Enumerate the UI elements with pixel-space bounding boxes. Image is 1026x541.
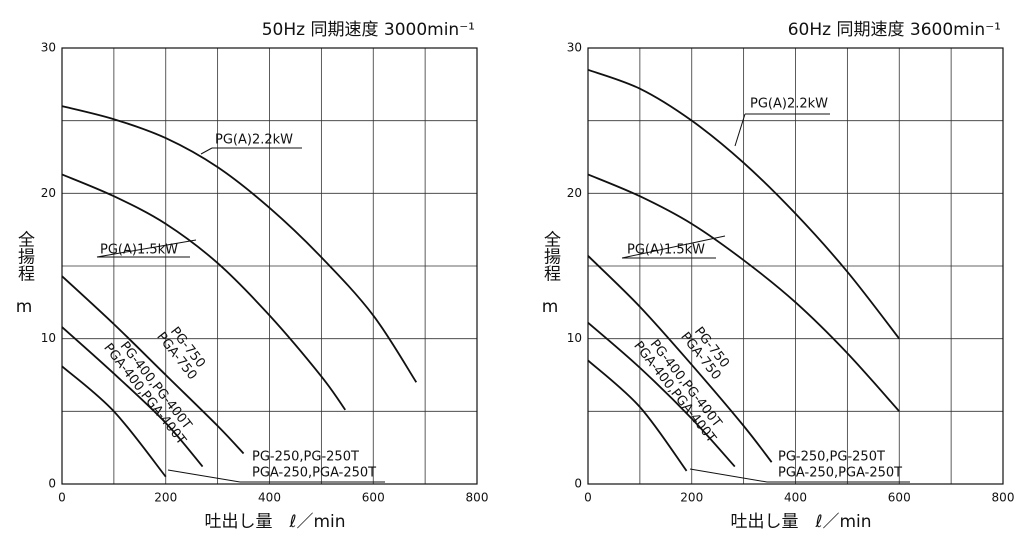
curve-label-text: PGA-250,PGA-250T bbox=[778, 466, 902, 481]
y-tick-label: 30 bbox=[41, 41, 56, 55]
curve bbox=[587, 255, 773, 463]
plot-frame bbox=[587, 47, 1004, 485]
x-tick-label: 200 bbox=[680, 491, 703, 505]
curve-label-text: PG(A)2.2kW bbox=[750, 97, 828, 112]
plot-frame bbox=[61, 47, 478, 485]
x-tick-label: 600 bbox=[362, 491, 385, 505]
panel: 0 200 400 600 800 0 10 20 30 50Hz 同期速度 3000min⁻¹ 吐… bbox=[14, 20, 488, 532]
x-tick-label: 0 bbox=[58, 491, 66, 505]
curve-label-text: PG-250,PG-250T bbox=[778, 450, 885, 465]
curve-label-text: PG(A)2.2kW bbox=[215, 133, 293, 148]
curve bbox=[587, 68, 900, 340]
x-tick-label: 800 bbox=[466, 491, 489, 505]
curve-label-text: PG(A)1.5kW bbox=[627, 243, 705, 258]
curve bbox=[587, 173, 900, 412]
leader-line bbox=[621, 235, 726, 259]
leader-line bbox=[200, 147, 213, 155]
curve bbox=[61, 275, 245, 455]
curve-label-text: PG-250,PG-250T bbox=[252, 450, 359, 465]
y-tick-label: 10 bbox=[567, 331, 582, 345]
y-axis-unit: m bbox=[16, 297, 33, 317]
y-tick-label: 0 bbox=[574, 477, 582, 491]
y-tick-label: 30 bbox=[567, 41, 582, 55]
chart-title: 50Hz 同期速度 3000min⁻¹ bbox=[262, 20, 475, 40]
y-axis-label: 全揚程 bbox=[14, 230, 35, 281]
leader-line bbox=[689, 468, 768, 483]
x-tick-label: 400 bbox=[784, 491, 807, 505]
x-axis-label: 吐出し量 ℓ／min bbox=[204, 512, 345, 532]
leader-line bbox=[167, 469, 241, 483]
y-tick-label: 0 bbox=[48, 477, 56, 491]
curve bbox=[61, 365, 167, 478]
x-tick-label: 800 bbox=[992, 491, 1015, 505]
y-tick-label: 20 bbox=[41, 186, 56, 200]
curve bbox=[587, 322, 736, 468]
x-axis-label: 吐出し量 ℓ／min bbox=[730, 512, 871, 532]
curve-label-text: PGA-250,PGA-250T bbox=[252, 466, 376, 481]
y-tick-label: 20 bbox=[567, 186, 582, 200]
x-tick-label: 0 bbox=[584, 491, 592, 505]
x-tick-label: 200 bbox=[154, 491, 177, 505]
curve bbox=[587, 359, 688, 472]
x-tick-label: 400 bbox=[258, 491, 281, 505]
curve bbox=[61, 105, 418, 383]
curve bbox=[61, 173, 346, 411]
y-axis-label: 全揚程 bbox=[540, 230, 561, 281]
chart-title: 60Hz 同期速度 3600min⁻¹ bbox=[788, 20, 1001, 40]
leader-line bbox=[734, 113, 746, 147]
curve bbox=[61, 326, 204, 468]
leader-line bbox=[96, 239, 197, 258]
panel: 0 200 400 600 800 0 10 20 30 60Hz 同期速度 3600min⁻¹ 吐… bbox=[540, 20, 1014, 532]
x-tick-label: 600 bbox=[888, 491, 911, 505]
y-axis-unit: m bbox=[542, 297, 559, 317]
y-tick-label: 10 bbox=[41, 331, 56, 345]
